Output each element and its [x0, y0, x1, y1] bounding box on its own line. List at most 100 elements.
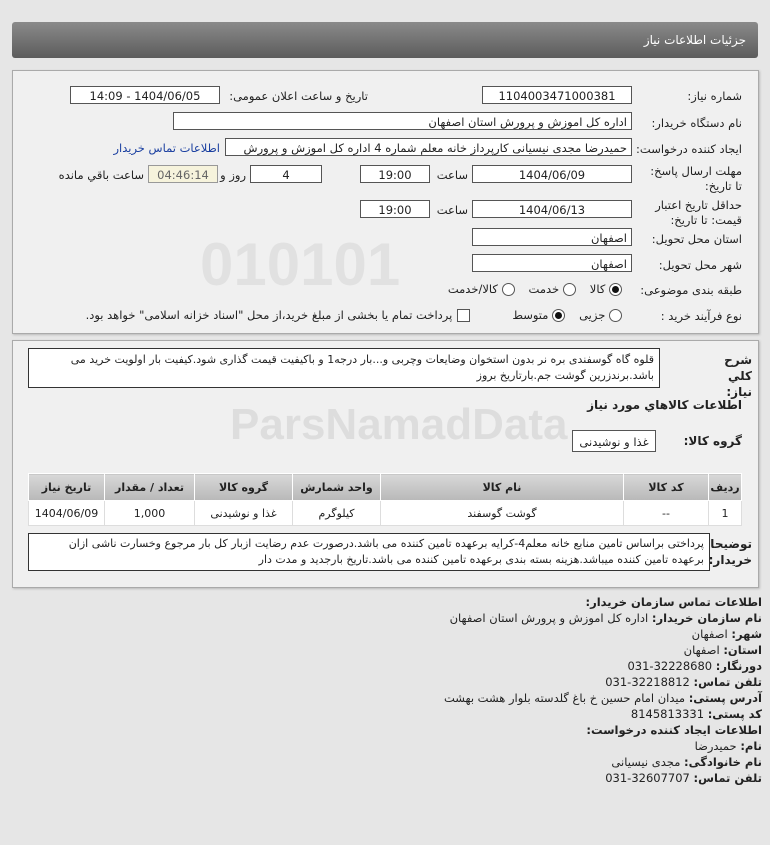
contact-label: نام خانوادگی:: [684, 755, 762, 769]
col-date: تاریخ نیاز: [28, 473, 105, 501]
validity-time-label: ساعت: [436, 203, 468, 217]
contact-org: نام سازمان خریدار: اداره کل اموزش و پرور…: [444, 610, 762, 626]
deadline-date-field[interactable]: 1404/06/09: [472, 165, 632, 183]
remaining-label: ساعت باقي مانده: [58, 168, 144, 182]
category-label: طبقه بندی موضوعی:: [640, 283, 742, 297]
deadline-label: مهلت ارسال پاسخ: تا تاریخ:: [650, 164, 742, 193]
description-box: قلوه گاه گوسفندی بره نر بدون استخوان وضا…: [28, 348, 660, 388]
goods-table: ردیف کد کالا نام کالا واحد شمارش گروه کا…: [28, 473, 742, 526]
watermark-text: ParsNamadData: [230, 400, 568, 449]
col-row: ردیف: [708, 473, 742, 501]
category-kala[interactable]: کالا: [590, 282, 622, 296]
contact-label: تلفن تماس:: [693, 771, 762, 785]
col-qty: تعداد / مقدار: [104, 473, 195, 501]
contact-value: اصفهان: [683, 643, 720, 657]
contact-value: 031-32228680: [627, 659, 713, 673]
buyer-field[interactable]: اداره کل اموزش و پرورش استان اصفهان: [173, 112, 632, 130]
category-khedmat[interactable]: خدمت: [529, 282, 576, 296]
notes-label: توضیحات خریدار:: [698, 537, 752, 567]
days-label: روز و: [220, 168, 246, 182]
contact-value: مجدی نیسیانی: [611, 755, 681, 769]
contact-label: دورنگار:: [715, 659, 762, 673]
cell-name: گوشت گوسفند: [380, 500, 624, 526]
goods-group-field[interactable]: غذا و نوشیدنی: [572, 430, 656, 452]
radio-icon[interactable]: [501, 283, 515, 296]
deadline-time-field[interactable]: 19:00: [360, 165, 430, 183]
option-label: کالا/خدمت: [447, 282, 498, 296]
radio-icon[interactable]: [609, 283, 622, 296]
cell-code: --: [623, 500, 709, 526]
cell-row: 1: [708, 500, 742, 526]
checkbox-icon[interactable]: [457, 308, 471, 322]
creator-field[interactable]: حمیدرضا مجدی نیسیانی کارپرداز خانه معلم …: [225, 138, 632, 156]
process-minor[interactable]: جزیی: [579, 308, 622, 322]
goods-title: اطلاعات کالاهاي مورد نیاز: [587, 398, 742, 412]
contact-label: آدرس پستی:: [688, 691, 762, 705]
deadline-time-label: ساعت: [436, 168, 468, 182]
cell-date: 1404/06/09: [28, 500, 105, 526]
contact-value: 031-32607707: [605, 771, 690, 785]
announce-label: تاریخ و ساعت اعلان عمومی:: [229, 89, 368, 103]
contact-value: حمیدرضا: [694, 739, 737, 753]
contact-label: نام سازمان خریدار:: [651, 611, 762, 625]
payment-note: پرداخت تمام یا بخشی از مبلغ خرید،از محل …: [85, 308, 453, 322]
table-header: ردیف کد کالا نام کالا واحد شمارش گروه کا…: [28, 473, 742, 501]
process-medium[interactable]: متوسط: [512, 308, 566, 322]
cell-group: غذا و نوشیدنی: [194, 500, 293, 526]
contact-phone: تلفن تماس: 031-32218812: [444, 674, 762, 690]
contact-value: 8145813331: [630, 707, 705, 721]
category-radio-group: کالا خدمت کالا/خدمت: [448, 282, 622, 296]
validity-time-field[interactable]: 19:00: [360, 200, 430, 218]
buyer-label: نام دستگاه خریدار:: [651, 116, 742, 130]
notes-box: پرداختی براساس تامین منابع خانه معلم4-کر…: [28, 533, 710, 571]
buyer-contact-link[interactable]: اطلاعات تماس خریدار: [113, 141, 220, 155]
page-title: جزئیات اطلاعات نیاز: [643, 33, 746, 47]
contact-title: اطلاعات تماس سازمان خریدار:: [585, 595, 762, 609]
treasury-payment-option[interactable]: پرداخت تمام یا بخشی از مبلغ خرید،از محل …: [86, 308, 471, 322]
contact-value: 031-32218812: [605, 675, 690, 689]
city-label: شهر محل تحویل:: [658, 258, 742, 272]
cell-unit: کیلوگرم: [292, 500, 381, 526]
cell-qty: 1,000: [104, 500, 195, 526]
creator-first-name: نام: حمیدرضا: [444, 738, 762, 754]
contact-section: اطلاعات تماس سازمان خریدار: نام سازمان خ…: [444, 594, 762, 786]
remaining-time-field: 04:46:14: [148, 165, 218, 183]
creator-title: اطلاعات ایجاد کننده درخواست:: [586, 723, 762, 737]
option-label: کالا: [589, 282, 606, 296]
creator-last-name: نام خانوادگی: مجدی نیسیانی: [444, 754, 762, 770]
radio-icon[interactable]: [609, 309, 622, 322]
option-label: خدمت: [528, 282, 560, 296]
contact-value: اصفهان: [691, 627, 728, 641]
need-number-field[interactable]: 1104003471000381: [482, 86, 632, 104]
contact-label: شهر:: [731, 627, 762, 641]
watermark-logo: 010101: [200, 231, 401, 298]
creator-label: ایجاد کننده درخواست:: [636, 142, 742, 156]
radio-icon[interactable]: [552, 309, 566, 322]
province-field[interactable]: اصفهان: [472, 228, 632, 246]
province-label: استان محل تحویل:: [651, 232, 742, 246]
announce-field[interactable]: 1404/06/05 - 14:09: [70, 86, 220, 104]
goods-group-label: گروه کالا:: [683, 434, 742, 448]
col-group: گروه کالا: [194, 473, 293, 501]
page-header: جزئیات اطلاعات نیاز: [12, 22, 758, 58]
contact-label: کد پستی:: [707, 707, 762, 721]
validity-label: حداقل تاریخ اعتبار قیمت: تا تاریخ:: [655, 198, 742, 227]
contact-label: تلفن تماس:: [693, 675, 762, 689]
category-both[interactable]: کالا/خدمت: [448, 282, 515, 296]
validity-date-field[interactable]: 1404/06/13: [472, 200, 632, 218]
city-field[interactable]: اصفهان: [472, 254, 632, 272]
need-number-label: شماره نیاز:: [687, 89, 742, 103]
col-code: کد کالا: [623, 473, 709, 501]
contact-fax: دورنگار: 031-32228680: [444, 658, 762, 674]
contact-address: آدرس پستی: میدان امام حسین خ باغ گلدسته …: [444, 690, 762, 706]
contact-label: نام:: [740, 739, 762, 753]
radio-icon[interactable]: [562, 283, 576, 296]
contact-postal: کد پستی: 8145813331: [444, 706, 762, 722]
contact-province: استان: اصفهان: [444, 642, 762, 658]
table-row[interactable]: 1 -- گوشت گوسفند کیلوگرم غذا و نوشیدنی 1…: [28, 500, 742, 526]
col-unit: واحد شمارش: [292, 473, 381, 501]
days-field[interactable]: 4: [250, 165, 322, 183]
process-label: نوع فرآیند خرید :: [660, 309, 742, 323]
contact-value: اداره کل اموزش و پرورش استان اصفهان: [449, 611, 649, 625]
description-label: شرح کلي نیاز:: [724, 353, 752, 399]
